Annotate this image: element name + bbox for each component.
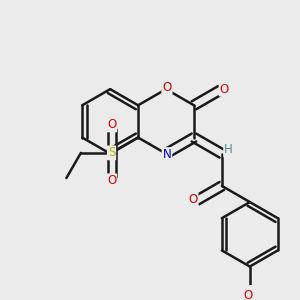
Text: H: H — [224, 143, 233, 156]
Text: O: O — [188, 193, 198, 206]
Text: O: O — [220, 82, 229, 95]
Text: O: O — [107, 174, 116, 187]
Text: S: S — [108, 146, 115, 159]
Text: O: O — [107, 118, 116, 131]
Text: O: O — [243, 289, 253, 300]
Text: O: O — [162, 81, 172, 94]
Text: N: N — [163, 148, 171, 161]
